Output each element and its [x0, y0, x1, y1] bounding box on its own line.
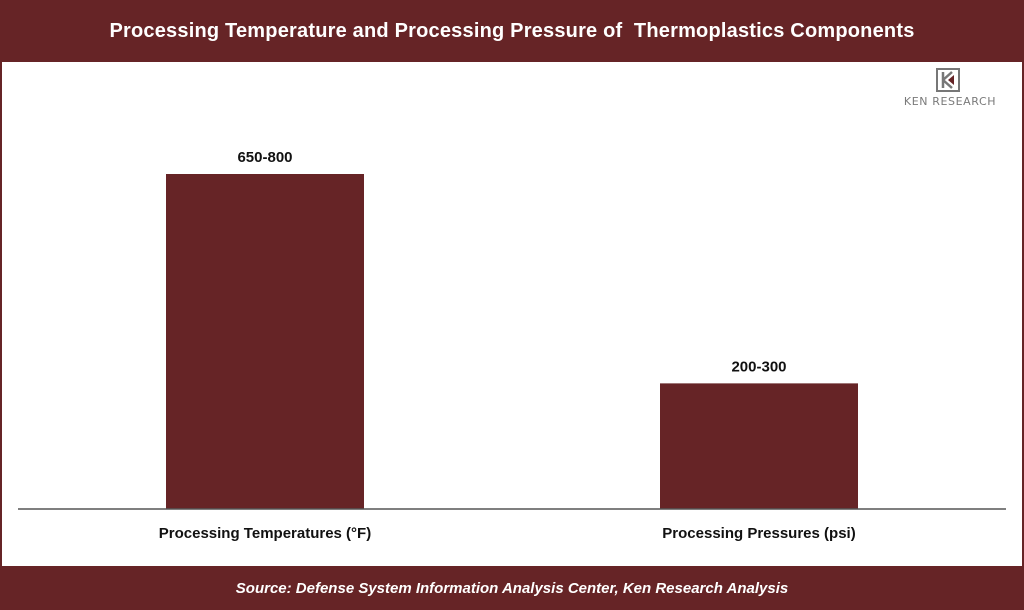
chart-header: Processing Temperature and Processing Pr…	[0, 0, 1024, 62]
bar-0	[166, 174, 364, 509]
chart-title: Processing Temperature and Processing Pr…	[109, 19, 915, 42]
ken-research-logo-icon	[936, 68, 960, 92]
category-label-1: Processing Pressures (psi)	[662, 525, 855, 542]
bar-1	[660, 383, 858, 509]
data-label-0: 650-800	[237, 149, 292, 166]
frame-left-border	[0, 62, 2, 566]
bar-chart: 650-800 Processing Temperatures (°F) 200-3…	[18, 149, 1006, 542]
source-note: Source: Defense System Information Analy…	[235, 579, 789, 597]
frame-right-border	[1022, 62, 1024, 566]
chart-footer: Source: Defense System Information Analy…	[0, 566, 1024, 610]
labels-layer: 650-800 Processing Temperatures (°F) 200-3…	[159, 149, 856, 542]
data-label-1: 200-300	[731, 358, 786, 375]
category-label-0: Processing Temperatures (°F)	[159, 525, 371, 542]
logo-text: KEN RESEARCH	[903, 95, 997, 108]
ken-research-logo: KEN RESEARCH	[880, 66, 1020, 110]
bars-layer	[166, 174, 858, 509]
